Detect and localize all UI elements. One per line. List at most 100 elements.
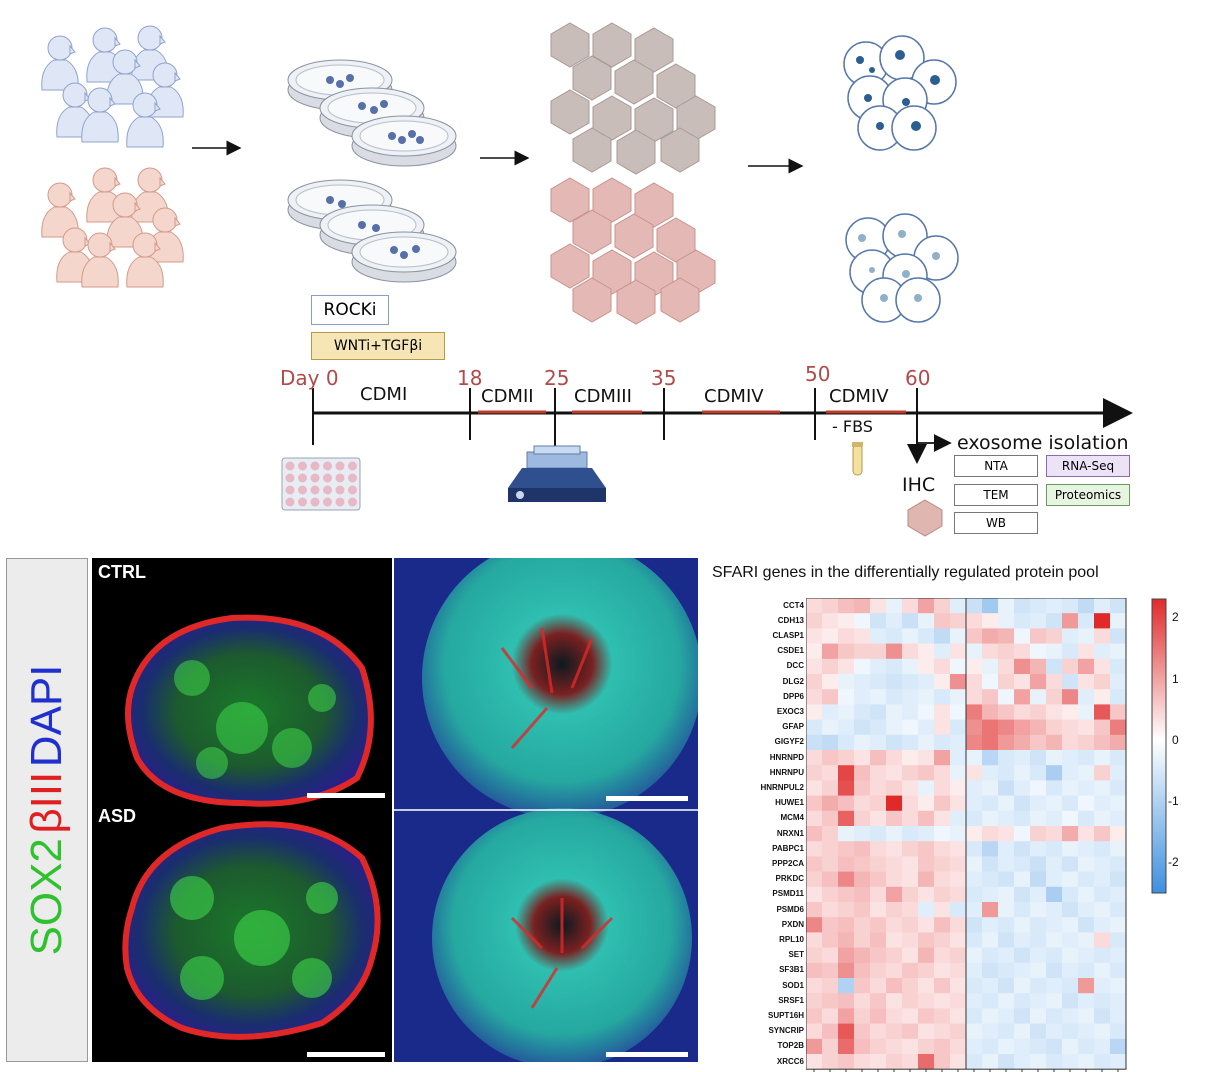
heatmap-cell — [886, 841, 903, 857]
heatmap-cell — [1110, 765, 1127, 781]
heatmap-cell — [806, 962, 823, 979]
heatmap-cell — [870, 886, 887, 903]
heatmap-cell — [870, 978, 887, 994]
heatmap-cell — [982, 841, 999, 857]
heatmap-cell — [950, 628, 967, 644]
gene-label: RPL10 — [779, 935, 804, 944]
heatmap-cell — [854, 750, 871, 766]
heatmap-cell — [934, 643, 951, 660]
heatmap-cell — [1094, 810, 1111, 827]
wb-box: WB — [954, 512, 1038, 534]
stage-label: CDMIV — [704, 386, 764, 407]
heatmap-cell — [918, 1023, 935, 1040]
stage-label: CDMI — [360, 384, 408, 405]
heatmap-cell — [1094, 643, 1111, 660]
heatmap-cell — [934, 978, 951, 994]
scale-bar — [606, 1052, 688, 1057]
heatmap-cell — [950, 613, 967, 629]
gene-label: PSMD6 — [776, 904, 804, 914]
heatmap-cell — [918, 628, 935, 644]
heatmap-cell — [982, 658, 999, 675]
heatmap-cell — [870, 765, 887, 781]
heatmap-cell — [1094, 780, 1111, 796]
heatmap-cell — [966, 674, 983, 690]
heatmap-cell — [870, 719, 887, 736]
heatmap-cell — [1094, 826, 1111, 842]
heatmap-cell — [1014, 886, 1031, 903]
heatmap-cell — [950, 780, 967, 796]
heatmap-cell — [822, 598, 839, 614]
heatmap-cell — [806, 978, 823, 994]
heatmap-cell — [1046, 962, 1063, 979]
heatmap-cell — [838, 719, 855, 736]
heatmap-cell — [1014, 947, 1031, 964]
heatmap-cell — [886, 719, 903, 736]
heatmap-cell — [806, 658, 823, 675]
heatmap-cell — [950, 810, 967, 827]
stain-legend: SOX2 βIII DAPI — [22, 665, 72, 956]
heatmap-cell — [1014, 780, 1031, 796]
heatmap-cell — [966, 643, 983, 660]
heatmap-cell — [1014, 1038, 1031, 1055]
heatmap-cell — [950, 978, 967, 994]
heatmap-cell — [870, 1038, 887, 1055]
heatmap-cell — [982, 643, 999, 660]
heatmap-cell — [854, 902, 871, 918]
heatmap-cell — [1046, 780, 1063, 796]
heatmap-cell — [854, 795, 871, 812]
heatmap-cell — [950, 947, 967, 964]
heatmap-cell — [966, 704, 983, 720]
heatmap-cell — [1014, 810, 1031, 827]
heatmap-cell — [902, 658, 919, 675]
heatmap-cell — [1078, 719, 1095, 736]
heatmap-cell — [982, 750, 999, 766]
heatmap-cell — [1046, 932, 1063, 948]
heatmap-cell — [1110, 810, 1127, 827]
heatmap-cell — [806, 598, 823, 614]
heatmap-cell — [1014, 750, 1031, 766]
heatmap-cell — [886, 886, 903, 903]
heatmap-cell — [950, 841, 967, 857]
heatmap-cell — [982, 613, 999, 629]
heatmap-cell — [838, 886, 855, 903]
heatmap-cell — [870, 1023, 887, 1040]
heatmap-cell — [902, 598, 919, 614]
heatmap-cell — [1094, 871, 1111, 888]
heatmap-cell — [934, 598, 951, 614]
heatmap-cell — [966, 902, 983, 918]
heatmap-cell — [1062, 689, 1079, 705]
heatmap-cell — [1062, 871, 1079, 888]
heatmap-cell — [870, 795, 887, 812]
heatmap-cell — [1014, 689, 1031, 705]
heatmap-cell — [966, 1038, 983, 1055]
heatmap-cell — [838, 1008, 855, 1024]
heatmap-cell — [1078, 658, 1095, 675]
heatmap-cell — [1094, 628, 1111, 644]
heatmap-cell — [1078, 917, 1095, 933]
heatmap-cell — [918, 947, 935, 964]
heatmap-cell — [1078, 795, 1095, 812]
heatmap-cell — [1030, 658, 1047, 675]
heatmap-cell — [1046, 734, 1063, 751]
heatmap-cell — [918, 810, 935, 827]
gene-label: GFAP — [782, 722, 804, 732]
heatmap-cell — [934, 613, 951, 629]
heatmap-cell — [838, 1023, 855, 1040]
heatmap-cell — [1094, 886, 1111, 903]
heatmap-cell — [806, 719, 823, 736]
heatmap-cell — [1078, 613, 1095, 629]
heatmap-cell — [1030, 993, 1047, 1009]
colorbar-tick-label: -1 — [1168, 794, 1179, 809]
day-label: 50 — [805, 362, 831, 386]
heatmap-cell — [966, 932, 983, 948]
heatmap-cell — [998, 962, 1015, 979]
heatmap-cell — [1078, 993, 1095, 1009]
heatmap-cell — [1046, 613, 1063, 629]
heatmap-cell — [982, 886, 999, 903]
gene-label: GIGYF2 — [774, 737, 804, 747]
heatmap-cell — [934, 734, 951, 751]
gene-label: HNRNPD — [769, 752, 804, 762]
heatmap-cell — [982, 598, 999, 614]
heatmap-cell — [934, 704, 951, 720]
heatmap-cell — [1110, 613, 1127, 629]
